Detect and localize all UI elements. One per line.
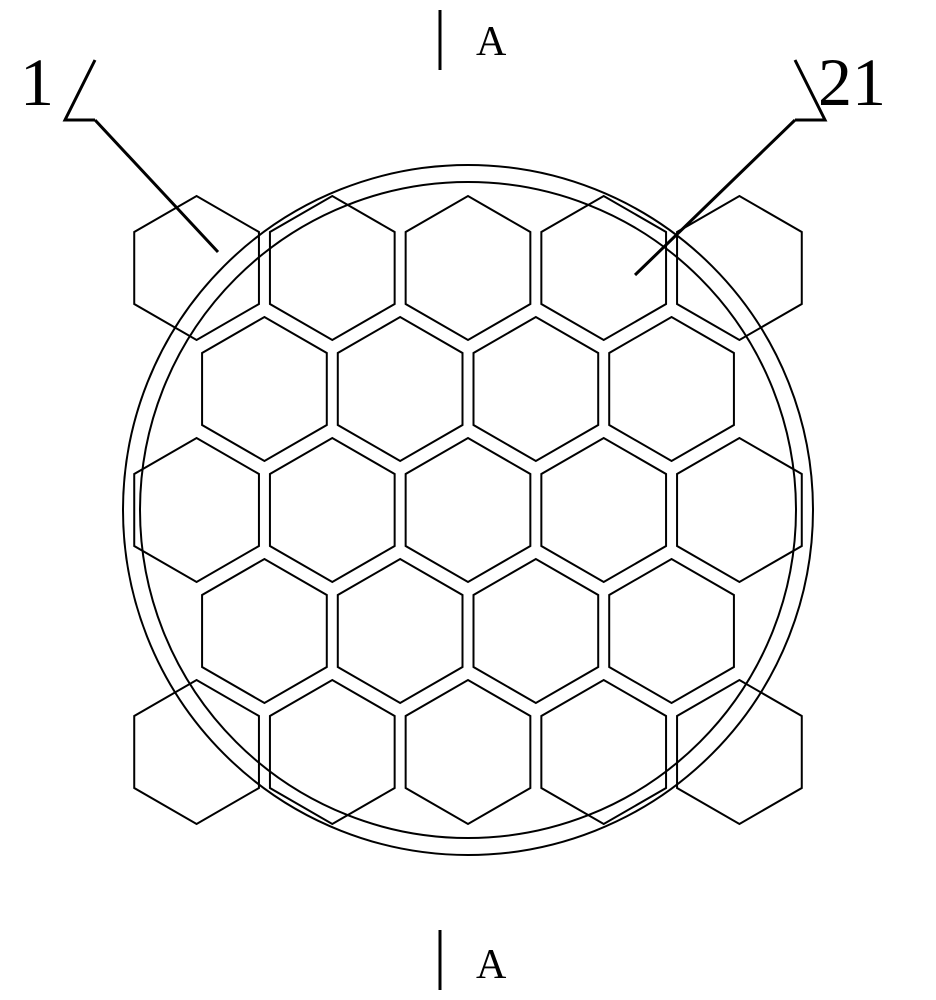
hex-cell	[541, 196, 666, 340]
label-21-leader	[635, 120, 795, 275]
hex-cell	[609, 317, 734, 461]
hex-cell	[270, 196, 395, 340]
hex-cell	[474, 317, 599, 461]
hex-cell	[134, 438, 259, 582]
section-label-top: A	[476, 19, 507, 65]
inner-ring	[140, 182, 796, 838]
label-1-flag	[65, 60, 95, 120]
hex-cell	[406, 196, 531, 340]
hex-cell	[270, 680, 395, 824]
hex-cell	[338, 317, 463, 461]
hex-cell	[134, 196, 259, 340]
hex-cell	[202, 317, 327, 461]
hex-cell	[677, 680, 802, 824]
label-1-leader	[95, 120, 218, 252]
hex-cell	[134, 680, 259, 824]
hex-grid	[134, 196, 802, 824]
hex-cell	[406, 680, 531, 824]
hex-cell	[609, 559, 734, 703]
hex-cell	[202, 559, 327, 703]
hex-cell	[541, 438, 666, 582]
section-label-bottom: A	[476, 942, 507, 988]
hex-cell	[406, 438, 531, 582]
label-1: 1	[20, 44, 54, 120]
hex-cell	[541, 680, 666, 824]
hex-cell	[677, 438, 802, 582]
label-21: 21	[818, 44, 886, 120]
outer-ring	[123, 165, 813, 855]
hex-cell	[338, 559, 463, 703]
hex-cell	[270, 438, 395, 582]
hex-cell	[474, 559, 599, 703]
